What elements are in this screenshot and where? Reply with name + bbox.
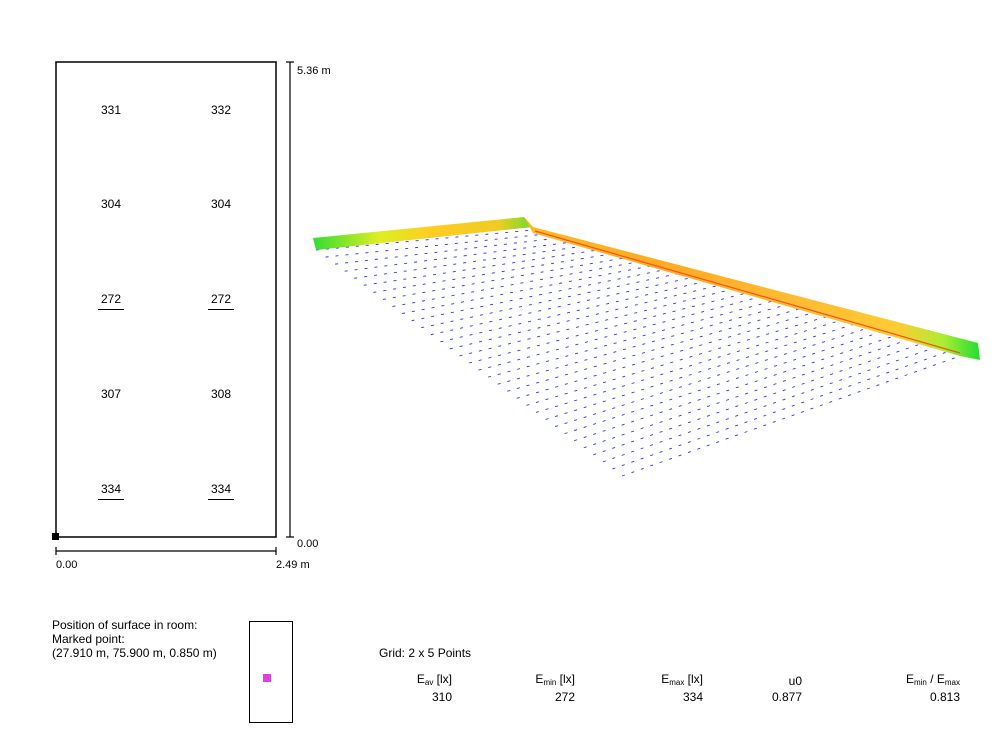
floor-grid-line bbox=[315, 229, 534, 251]
grid-value: 331 bbox=[100, 103, 122, 117]
y-max-label: 5.36 m bbox=[297, 65, 331, 77]
y-min-label: 0.00 bbox=[297, 538, 319, 550]
position-info: Position of surface in room: Marked poin… bbox=[52, 618, 217, 660]
floor-grid-line bbox=[497, 304, 787, 385]
floor-grid-line bbox=[363, 249, 600, 286]
floor-grid-line bbox=[344, 241, 574, 272]
floor-grid-line bbox=[459, 288, 734, 357]
grid-value: 304 bbox=[100, 197, 122, 211]
floor-grid-line bbox=[535, 320, 841, 413]
floor-grid-line bbox=[602, 347, 934, 463]
emin-header: Emin [lx] bbox=[535, 672, 575, 687]
floor-grid-line bbox=[440, 280, 707, 343]
emin-value: 272 bbox=[554, 690, 575, 704]
floor-grid-line bbox=[401, 264, 654, 315]
floor-grid-line bbox=[554, 328, 867, 427]
ratio-header: Emin / Emax bbox=[905, 672, 960, 687]
position-title: Position of surface in room: bbox=[52, 618, 198, 632]
floor-grid-line bbox=[516, 312, 814, 399]
plan-outline bbox=[55, 61, 277, 538]
grid-label: Grid: 2 x 5 Points bbox=[379, 646, 472, 660]
grid-value-max: 334 bbox=[97, 482, 125, 500]
room-position-box bbox=[249, 621, 293, 723]
x-max-label: 2.49 m bbox=[276, 559, 310, 571]
x-min-label: 0.00 bbox=[56, 559, 78, 571]
grid-value-min: 272 bbox=[207, 292, 235, 310]
origin-marker bbox=[52, 533, 59, 540]
eav-header: Eav [lx] bbox=[416, 672, 452, 687]
grid-value: 332 bbox=[210, 103, 232, 117]
u0-header: u0 bbox=[788, 674, 802, 688]
floor-grid-line bbox=[411, 268, 667, 322]
floor-grid-line bbox=[526, 316, 827, 406]
floor-grid-line bbox=[583, 339, 907, 449]
floor-grid-line bbox=[478, 296, 760, 371]
grid-value: 304 bbox=[210, 197, 232, 211]
floor-grid-line bbox=[574, 335, 894, 442]
floor-grid-line bbox=[612, 351, 947, 470]
floor-grid-line bbox=[392, 261, 640, 307]
floor-grid-line bbox=[593, 343, 921, 456]
surface-marker-icon bbox=[263, 674, 271, 682]
marked-point-label: Marked point: bbox=[52, 632, 125, 646]
floor-grid-line bbox=[430, 276, 694, 336]
emax-header: Emax [lx] bbox=[661, 672, 703, 687]
grid-value: 307 bbox=[100, 387, 122, 401]
floor-grid-line bbox=[507, 308, 800, 392]
floor-plan bbox=[52, 61, 294, 555]
grid-value: 308 bbox=[210, 387, 232, 401]
back-wall-right bbox=[524, 217, 980, 360]
eav-value: 310 bbox=[431, 690, 452, 704]
ratio-value: 0.813 bbox=[929, 690, 960, 704]
u0-value: 0.877 bbox=[771, 690, 802, 704]
floor-grid-line bbox=[488, 300, 774, 378]
floor-grid-line bbox=[621, 355, 961, 477]
grid-value-max: 334 bbox=[207, 482, 235, 500]
floor-grid-line bbox=[449, 284, 720, 350]
back-wall-left bbox=[313, 217, 533, 250]
grid-value-min: 272 bbox=[97, 292, 125, 310]
floor-grid bbox=[315, 229, 961, 477]
marked-point-coords: (27.910 m, 75.900 m, 0.850 m) bbox=[52, 646, 217, 660]
emax-value: 334 bbox=[682, 690, 703, 704]
floor-grid-line bbox=[325, 233, 547, 258]
floor-grid-line bbox=[373, 253, 614, 293]
floor-grid-line bbox=[354, 245, 587, 279]
floor-grid-line bbox=[382, 257, 627, 300]
floor-grid-line bbox=[421, 272, 680, 329]
room-3d-render bbox=[313, 217, 980, 477]
floor-grid-line bbox=[545, 324, 854, 420]
